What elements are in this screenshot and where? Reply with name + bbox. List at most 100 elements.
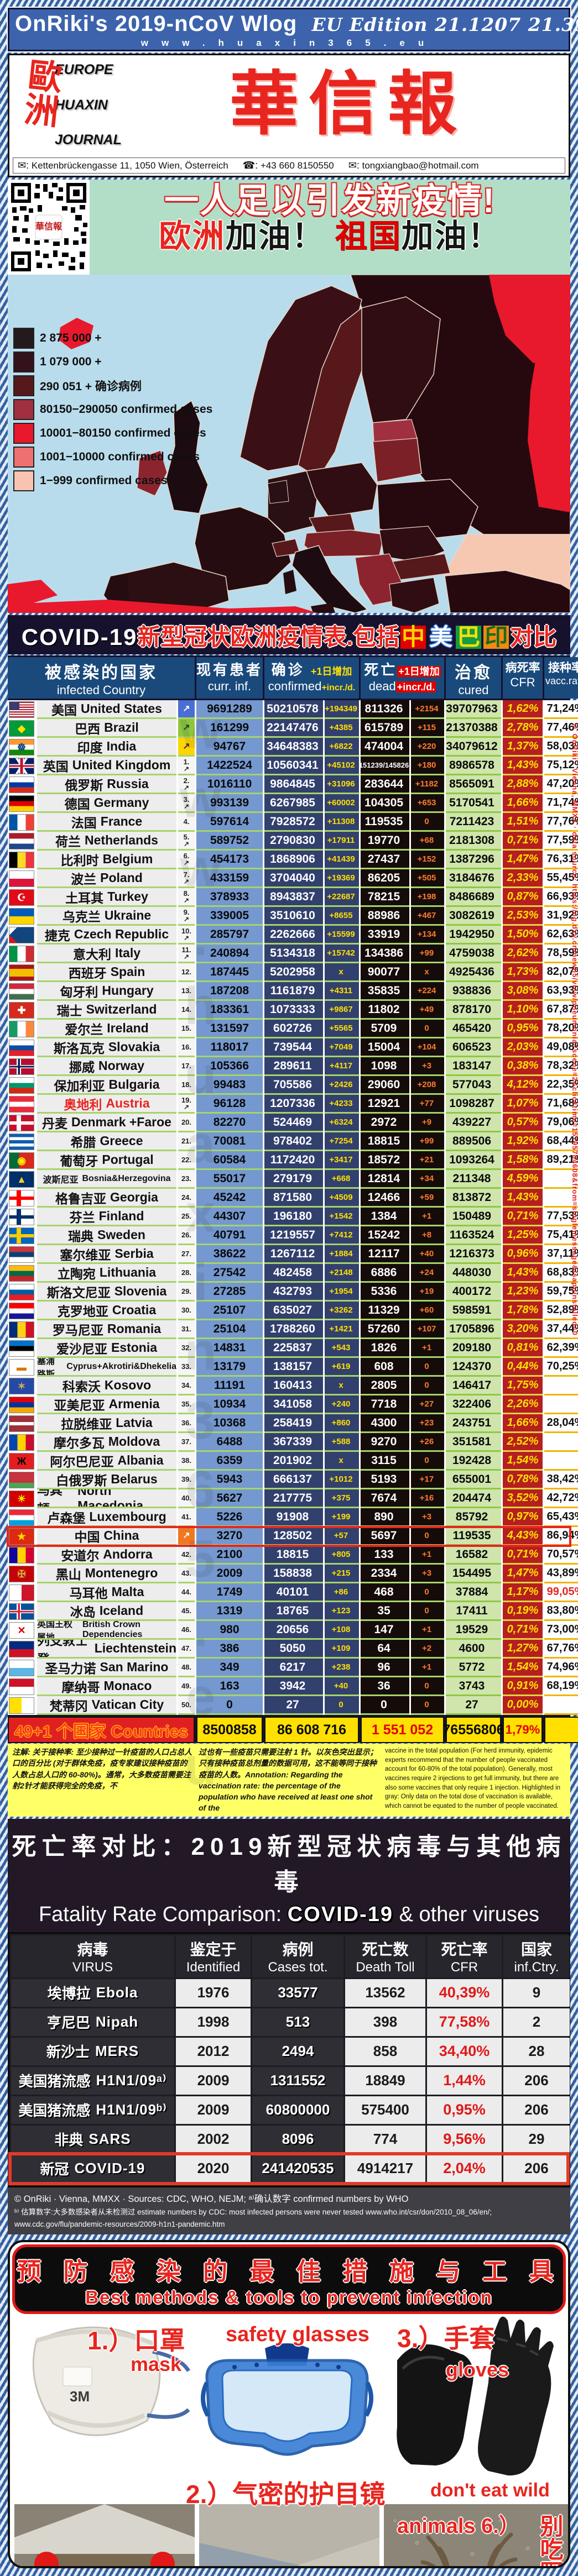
dead-increase: +198 <box>411 888 444 907</box>
country-rank: 9.↗ <box>178 907 195 926</box>
dead-value: 0 <box>361 1696 409 1715</box>
dead-increase: +27 <box>411 1395 444 1414</box>
confirmed-increase: +57 <box>325 1527 359 1546</box>
country-rank: 3.↗ <box>178 794 195 813</box>
confirmed-increase: +108 <box>325 1621 359 1640</box>
dead-increase: +8 <box>411 1226 444 1245</box>
dead-value: 12117 <box>361 1245 409 1264</box>
trend-up-icon: ↗ <box>184 859 189 866</box>
confirmed-value: 91908 <box>264 1508 323 1527</box>
virus-countries: 29 <box>503 2126 570 2153</box>
dead-increase: +26 <box>411 1433 444 1452</box>
legend-swatch <box>13 447 34 468</box>
confirmed-increase: +19369 <box>325 869 359 888</box>
country-rank: 23. <box>178 1170 195 1189</box>
cfr-value: 0,91% <box>503 1677 543 1696</box>
vaccination-rate-value: 73,00% <box>544 1621 578 1640</box>
confirmed-value: 602726 <box>264 1020 323 1038</box>
masthead-cn-vertical: 歐洲 <box>9 56 60 158</box>
country-rank: 21. <box>178 1132 195 1151</box>
dead-value: 2972 <box>361 1114 409 1132</box>
current-infected-value: 1319 <box>196 1602 263 1621</box>
country-rank: 24. <box>178 1189 195 1208</box>
virus-cfr: 2,04% <box>427 2155 502 2182</box>
confirmed-increase: +7049 <box>325 1038 359 1057</box>
current-infected-value: 94767 <box>196 738 263 757</box>
newspaper-masthead: 歐洲 EUROPE HUAXIN JOURNAL 華信報 ✉: Kettenbr… <box>8 54 570 177</box>
cfr-value: 1,23% <box>503 1283 543 1302</box>
total-cured: 76556806 <box>446 1717 501 1743</box>
trend-up-icon: ↗ <box>178 719 195 736</box>
dead-increase: +224 <box>411 982 444 1001</box>
cfr-value: 1,50% <box>503 926 543 945</box>
dead-increase: +3 <box>411 1057 444 1076</box>
dead-increase: 0 <box>411 1602 444 1621</box>
dead-increase: 0 <box>411 1583 444 1602</box>
country-rank: 7.↗ <box>178 869 195 888</box>
cfr-value: 2,33% <box>503 869 543 888</box>
virus-deaths: 575400 <box>345 2096 425 2124</box>
col-country: 被感染的国家 infected Country <box>8 657 195 699</box>
confirmed-increase: +4233 <box>325 1095 359 1114</box>
country-rank: ↗ <box>178 738 195 757</box>
cured-value: 192428 <box>446 1452 501 1471</box>
cfr-value: 1,47% <box>503 1565 543 1583</box>
legend-swatch <box>13 328 34 349</box>
confirmed-value: 2262666 <box>264 926 323 945</box>
country-flag <box>8 1264 35 1283</box>
current-infected-value: 1016110 <box>196 775 263 794</box>
country-rank: 8.↗ <box>178 888 195 907</box>
cfr-value: 1,75% <box>503 1377 543 1395</box>
country-flag <box>8 982 35 1001</box>
country-row: ☀ 马其顿North Macedonia 40. 5627 217775 +37… <box>8 1489 570 1508</box>
masthead-en-line3: JOURNAL <box>55 132 132 148</box>
confirmed-increase: +17911 <box>325 832 359 851</box>
country-rank: 46. <box>178 1621 195 1640</box>
country-rank: 14. <box>178 1001 195 1020</box>
slogan-line2: 欧洲加油！ 祖国加油！ <box>92 219 568 254</box>
country-flag <box>8 1602 35 1621</box>
cfr-value: 1,07% <box>503 1095 543 1114</box>
virus-cfr: 40,39% <box>427 1979 502 2007</box>
country-flag <box>8 1339 35 1358</box>
confirmed-increase: +2426 <box>325 1076 359 1095</box>
legend-item: 80150−290050 confirmed cases <box>13 399 212 420</box>
country-flag <box>8 926 35 945</box>
cfr-value: 1,43% <box>503 757 543 775</box>
cfr-value: 0,71% <box>503 1208 543 1226</box>
slogan-banner: 一人足以引发新疫情! 欧洲加油！ 祖国加油！ <box>90 180 570 275</box>
email-icon: ✉: <box>348 160 360 171</box>
trend-up-icon: ↗ <box>184 803 189 810</box>
main-table-title: COVID-19新型冠状欧洲疫情表.包括中美巴印对比 <box>8 615 570 654</box>
confirmed-value: 9864845 <box>264 775 323 794</box>
country-flag: ✶ <box>8 1377 35 1395</box>
dead-value: 147 <box>361 1621 409 1640</box>
cured-value: 1216373 <box>446 1245 501 1264</box>
cured-value: 3082619 <box>446 907 501 926</box>
cured-value: 1942950 <box>446 926 501 945</box>
confirmed-increase: +3417 <box>325 1151 359 1170</box>
dead-value: 104305 <box>361 794 409 813</box>
vaccination-rate-value: 42,72% <box>544 1489 578 1508</box>
